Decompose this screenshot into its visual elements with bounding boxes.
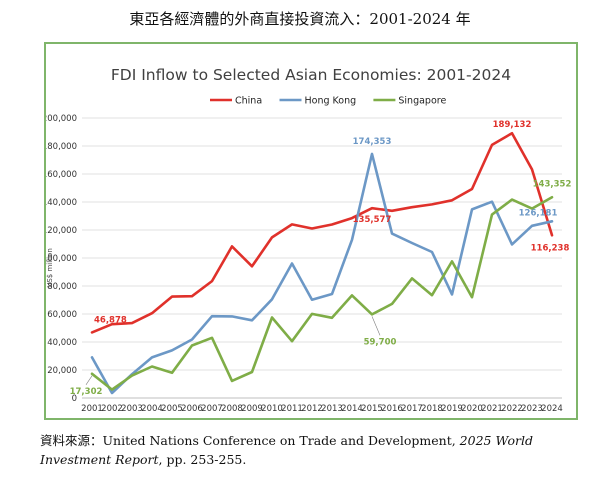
page-title: 東亞各經濟體的外商直接投資流入：2001-2024 年 <box>129 10 471 28</box>
source-pages: , pp. 253-255. <box>158 452 247 467</box>
data-label-china-2001: 46,878 <box>94 315 127 325</box>
series-line-hong-kong <box>90 152 554 395</box>
x-tick-label: 2004 <box>141 404 163 414</box>
x-tick-label: 2012 <box>301 404 323 414</box>
y-tick-label: 60,000 <box>47 310 77 320</box>
x-tick-label: 2020 <box>461 404 483 414</box>
series-line-china <box>90 131 554 334</box>
x-tick-label: 2006 <box>181 404 203 414</box>
y-tick-label: 200,000 <box>46 114 77 124</box>
y-tick-label: 140,000 <box>46 198 77 208</box>
x-tick-label: 2001 <box>81 404 103 414</box>
y-tick-label: 180,000 <box>46 142 77 152</box>
x-tick-label: 2018 <box>421 404 443 414</box>
chart-frame: FDI Inflow to Selected Asian Economies: … <box>44 42 578 420</box>
data-label-singapore-2024: 143,352 <box>533 179 572 189</box>
source-prefix: 資料來源： <box>40 433 103 448</box>
fdi-line-chart: FDI Inflow to Selected Asian Economies: … <box>46 66 572 414</box>
legend-label-hong-kong: Hong Kong <box>305 96 357 107</box>
x-tick-label: 2021 <box>481 404 503 414</box>
y-tick-label: 100,000 <box>46 254 77 264</box>
legend-label-singapore: Singapore <box>398 96 446 107</box>
source-note: 資料來源：United Nations Conference on Trade … <box>40 431 585 469</box>
chart-title: FDI Inflow to Selected Asian Economies: … <box>111 66 511 84</box>
data-label-china-2024: 116,238 <box>531 243 570 253</box>
y-tick-label: 80,000 <box>47 282 77 292</box>
data-label-singapore-2015: 59,700 <box>364 337 397 347</box>
data-label-hong-kong-2015: 174,353 <box>353 137 392 147</box>
x-tick-label: 2005 <box>161 404 183 414</box>
x-tick-label: 2007 <box>201 404 223 414</box>
x-tick-label: 2017 <box>401 404 423 414</box>
data-label-leader <box>371 316 381 336</box>
data-label-china-2015: 135,577 <box>353 215 392 225</box>
x-tick-label: 2019 <box>441 404 463 414</box>
y-tick-label: 40,000 <box>47 338 77 348</box>
x-tick-label: 2023 <box>521 404 543 414</box>
source-report-title: 2025 World Investment Report <box>40 433 533 467</box>
x-tick-label: 2010 <box>261 404 283 414</box>
x-tick-label: 2016 <box>381 404 403 414</box>
data-label-hong-kong-2024: 126,181 <box>519 208 558 218</box>
x-tick-label: 2011 <box>281 404 303 414</box>
x-tick-label: 2008 <box>221 404 243 414</box>
x-tick-label: 2003 <box>121 404 143 414</box>
x-tick-label: 2002 <box>101 404 123 414</box>
legend-label-china: China <box>235 96 262 107</box>
x-tick-label: 2013 <box>321 404 343 414</box>
x-tick-label: 2009 <box>241 404 263 414</box>
series-line-singapore <box>90 196 554 391</box>
data-label-singapore-2001: 17,302 <box>70 387 103 397</box>
y-tick-label: 120,000 <box>46 226 77 236</box>
data-label-leader <box>85 375 93 385</box>
x-tick-label: 2014 <box>341 404 363 414</box>
x-tick-label: 2022 <box>501 404 523 414</box>
x-tick-label: 2024 <box>541 404 563 414</box>
x-tick-label: 2015 <box>361 404 383 414</box>
source-text: United Nations Conference on Trade and D… <box>102 433 460 448</box>
y-tick-label: 20,000 <box>47 366 77 376</box>
y-tick-label: 0 <box>72 394 77 404</box>
y-axis-title: US$ million <box>46 248 54 288</box>
y-tick-label: 160,000 <box>46 170 77 180</box>
data-label-china-2022: 189,132 <box>493 120 532 130</box>
